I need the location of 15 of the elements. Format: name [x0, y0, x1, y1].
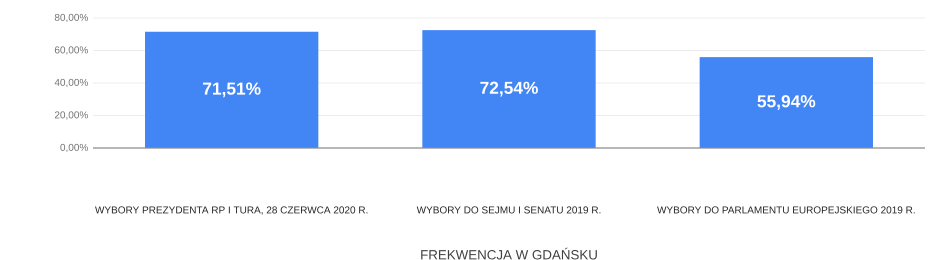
x-axis-title: FREKWENCJA W GDAŃSKU: [421, 248, 597, 260]
bar: [700, 57, 873, 148]
data-label: 72,54%: [480, 82, 538, 96]
bar: [145, 32, 318, 148]
y-tick-label: 60,00%: [54, 46, 88, 55]
y-tick-label: 40,00%: [54, 78, 88, 88]
y-tick-label: 80,00%: [54, 14, 88, 22]
bar: [422, 30, 596, 148]
data-label: 55,94%: [757, 95, 816, 110]
x-tick-label: WYBORY DO SEJMU I SENATU 2019 R.: [416, 206, 600, 214]
y-tick-label: 20,00%: [54, 111, 88, 120]
x-tick-label: WYBORY DO PARLAMENTU EUROPEJSKIEGO 2019 R.: [657, 206, 915, 214]
x-tick-label: WYBORY PREZYDENTA RP I TURA, 28 CZERWCA 2020 R.: [95, 206, 368, 215]
data-label: 71,51%: [203, 82, 261, 98]
y-tick-label: 0,00%: [60, 144, 88, 152]
